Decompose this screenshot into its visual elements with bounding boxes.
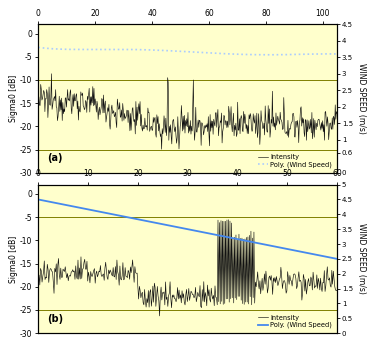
Poly. (Wind Speed)	[36, 197, 41, 202]
Poly. (Wind Speed)	[214, 233, 218, 237]
Poly. (Wind Speed)	[335, 257, 339, 261]
Intensity	[159, 147, 164, 151]
Intensity	[36, 101, 41, 105]
Intensity	[253, 280, 258, 284]
Poly. (Wind Speed)	[72, 47, 77, 51]
Text: (b): (b)	[47, 314, 64, 323]
Line: Poly. (Wind Speed): Poly. (Wind Speed)	[38, 48, 337, 55]
Intensity	[225, 218, 229, 222]
Y-axis label: Sigma0 [dB]: Sigma0 [dB]	[9, 235, 18, 282]
Intensity	[255, 278, 259, 282]
Intensity	[199, 143, 203, 147]
Poly. (Wind Speed)	[288, 247, 292, 252]
Intensity	[335, 111, 339, 116]
Y-axis label: WIND SPEED (m/s): WIND SPEED (m/s)	[357, 63, 366, 134]
Poly. (Wind Speed)	[133, 48, 138, 52]
Poly. (Wind Speed)	[307, 251, 311, 255]
Text: (a): (a)	[47, 153, 63, 163]
Intensity	[282, 114, 286, 118]
Intensity	[133, 271, 138, 275]
Legend: Intensity, Poly. (Wind Speed): Intensity, Poly. (Wind Speed)	[257, 153, 334, 169]
Poly. (Wind Speed)	[154, 48, 159, 52]
Intensity	[179, 103, 184, 108]
Intensity	[36, 276, 41, 280]
Poly. (Wind Speed)	[213, 232, 218, 237]
Intensity	[72, 269, 77, 273]
Intensity	[335, 288, 339, 292]
Line: Poly. (Wind Speed): Poly. (Wind Speed)	[38, 200, 337, 259]
Line: Intensity: Intensity	[38, 74, 337, 149]
Line: Intensity: Intensity	[38, 220, 337, 316]
Poly. (Wind Speed)	[224, 52, 229, 56]
Intensity	[154, 294, 159, 298]
Poly. (Wind Speed)	[37, 197, 42, 202]
Poly. (Wind Speed)	[219, 234, 223, 238]
Intensity	[181, 114, 185, 118]
Legend: Intensity, Poly. (Wind Speed): Intensity, Poly. (Wind Speed)	[257, 313, 334, 330]
Intensity	[329, 126, 333, 130]
Poly. (Wind Speed)	[267, 53, 271, 57]
Intensity	[215, 115, 219, 119]
Intensity	[226, 218, 231, 222]
Poly. (Wind Speed)	[36, 45, 41, 50]
Poly. (Wind Speed)	[252, 53, 256, 57]
Intensity	[49, 71, 54, 76]
Y-axis label: WIND SPEED (m/s): WIND SPEED (m/s)	[357, 223, 365, 294]
Y-axis label: Sigma0 [dB]: Sigma0 [dB]	[9, 75, 18, 122]
Intensity	[157, 314, 162, 318]
Poly. (Wind Speed)	[335, 52, 339, 56]
Poly. (Wind Speed)	[253, 53, 258, 57]
